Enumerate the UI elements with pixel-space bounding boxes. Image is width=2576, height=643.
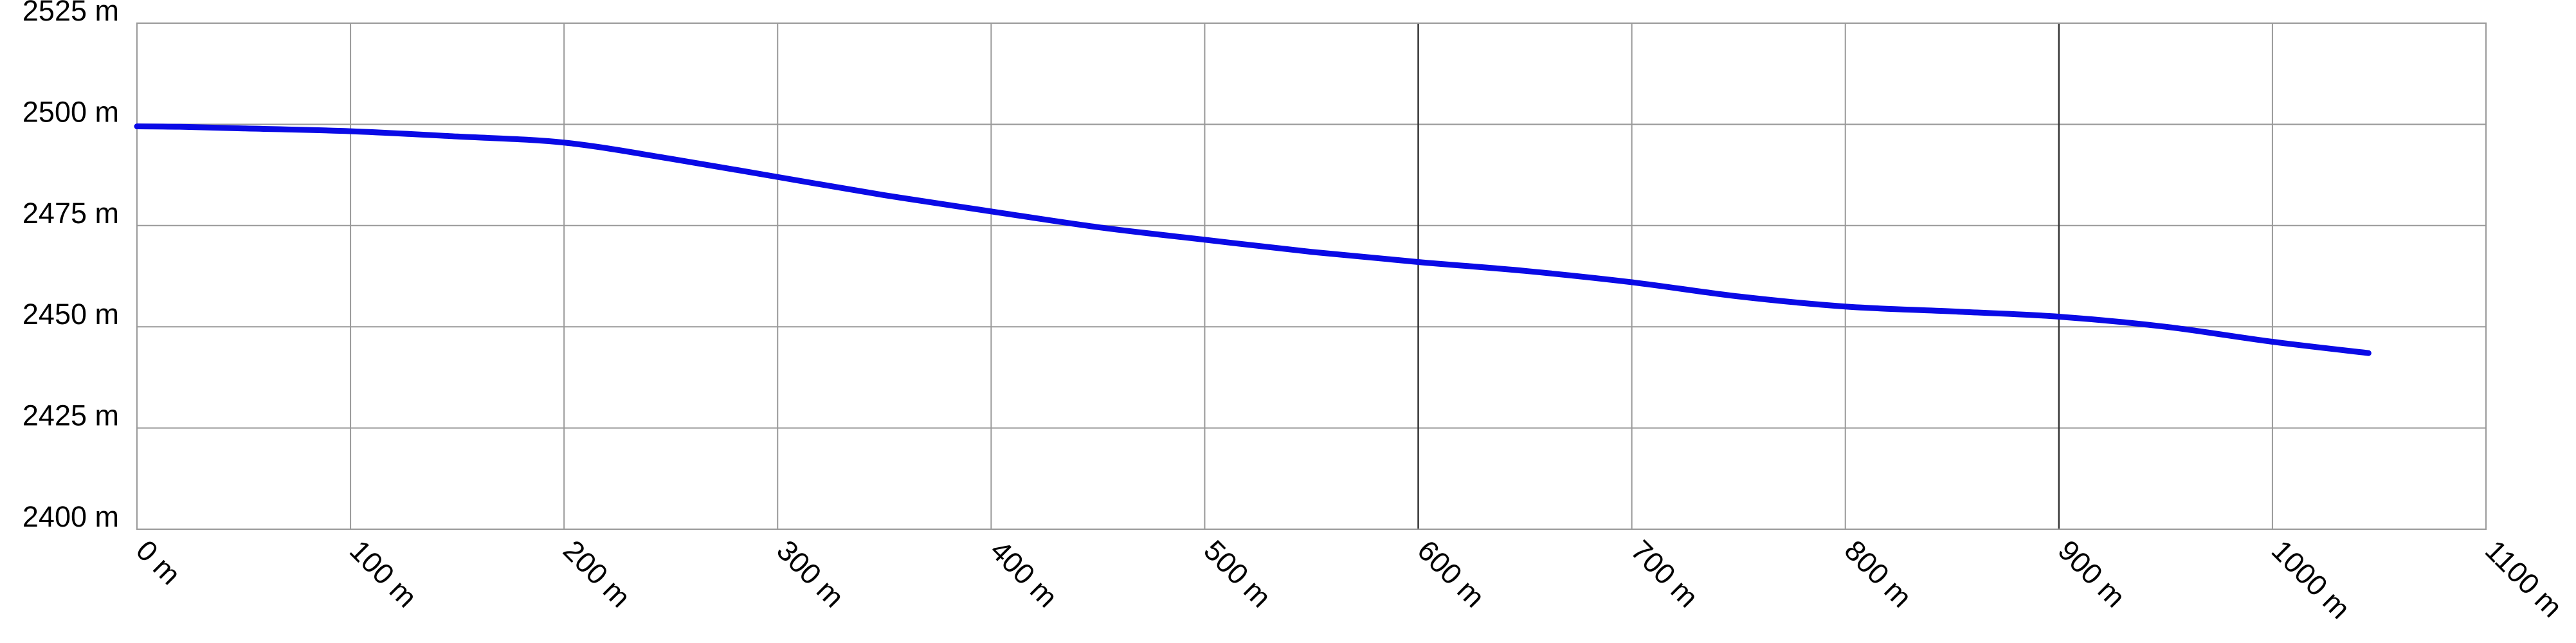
elevation-profile-line [134, 123, 2372, 356]
y-tick-labels: 2400 m 2425 m 2450 m 2475 m 2500 m 2525 m [23, 0, 119, 533]
x-tick-label: 700 m [1625, 534, 1705, 614]
x-tick-label: 200 m [557, 534, 637, 614]
y-tick-label: 2525 m [23, 0, 119, 27]
grid-layer [136, 23, 2487, 530]
plot-frame [136, 23, 2487, 530]
x-tick-label: 1000 m [2265, 534, 2357, 625]
x-tick-label: 500 m [1197, 534, 1278, 614]
series-layer [134, 123, 2372, 356]
y-tick-label: 2475 m [23, 197, 119, 230]
x-tick-label: 400 m [984, 534, 1064, 614]
x-tick-label: 1100 m [2479, 534, 2569, 624]
y-tick-label: 2400 m [23, 500, 119, 533]
x-tick-label: 900 m [2052, 534, 2132, 614]
x-tick-label: 100 m [343, 534, 424, 614]
x-tick-label: 300 m [770, 534, 851, 614]
x-tick-label: 800 m [1838, 534, 1919, 614]
x-tick-label: 0 m [130, 534, 187, 591]
y-tick-label: 2425 m [23, 399, 119, 432]
y-tick-label: 2500 m [23, 95, 119, 128]
x-tick-labels: 0 m 100 m 200 m 300 m 400 m 500 m 600 m 700 m 80… [130, 534, 2569, 625]
x-tick-label: 600 m [1411, 534, 1491, 614]
y-tick-label: 2450 m [23, 298, 119, 331]
